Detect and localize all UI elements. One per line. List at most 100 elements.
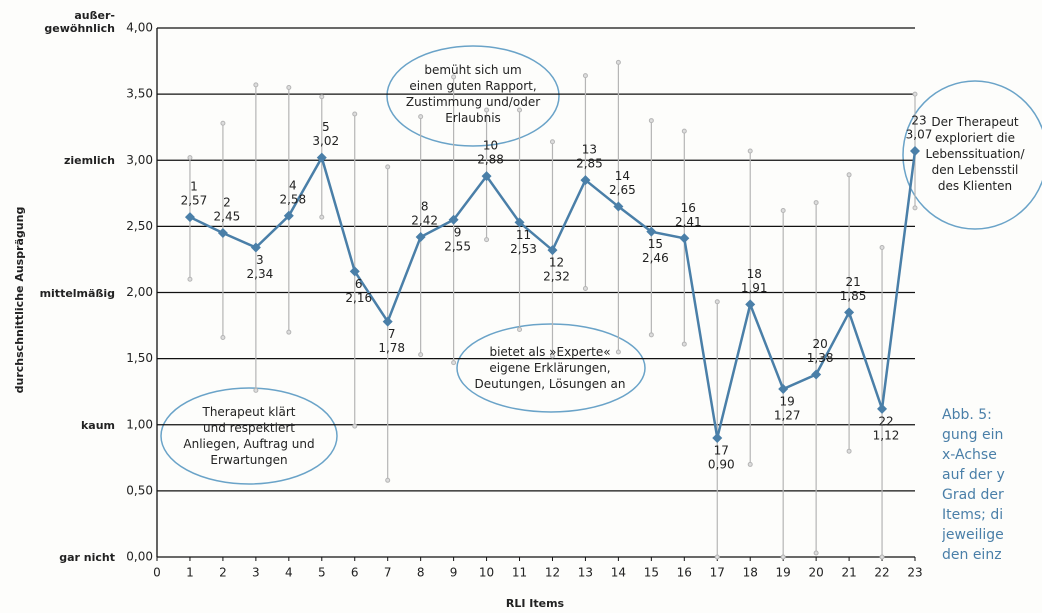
- value-label: 2,65: [609, 183, 636, 197]
- range-high: [879, 245, 885, 251]
- range-high: [385, 164, 391, 170]
- value-label: 2,55: [444, 239, 471, 253]
- data-point: [910, 145, 920, 156]
- range-high: [681, 128, 687, 134]
- point-number: 17: [714, 443, 729, 457]
- annotation-bubble: [160, 387, 338, 485]
- x-tick-label: 1: [186, 566, 194, 580]
- range-high: [780, 208, 786, 214]
- y-tick-label: 0,50: [126, 483, 153, 497]
- range-low: [648, 332, 654, 338]
- y-tick-label: 2,50: [126, 219, 153, 233]
- x-tick-label: 8: [417, 566, 425, 580]
- x-tick-label: 20: [808, 566, 823, 580]
- range-low: [517, 327, 523, 333]
- value-label: 1,78: [378, 341, 405, 355]
- x-tick-label: 14: [611, 566, 626, 580]
- value-label: 2,53: [510, 242, 537, 256]
- value-label: 2,16: [345, 291, 372, 305]
- range-low: [319, 214, 325, 220]
- range-low: [187, 276, 193, 282]
- point-number: 9: [454, 225, 462, 239]
- x-tick-label: 2: [219, 566, 227, 580]
- data-point: [679, 233, 690, 244]
- data-point: [646, 226, 657, 237]
- point-number: 14: [615, 169, 630, 183]
- range-high: [319, 94, 325, 100]
- data-point: [316, 152, 327, 163]
- data-point: [481, 171, 492, 182]
- x-axis-label: RLI Items: [506, 597, 565, 610]
- data-point: [811, 369, 822, 380]
- range-high: [648, 118, 654, 124]
- point-number: 7: [388, 327, 396, 341]
- point-number: 13: [582, 143, 597, 157]
- point-number: 2: [223, 195, 231, 209]
- x-tick-label: 10: [479, 566, 494, 580]
- range-low: [385, 477, 391, 483]
- range-low: [879, 554, 885, 560]
- y-tick-label: 1,50: [126, 351, 153, 365]
- annotation-bubble: [386, 45, 560, 147]
- annotation-bubble: [902, 80, 1042, 230]
- range-high: [747, 148, 753, 154]
- value-label: 3,07: [906, 127, 933, 141]
- value-label: 1,27: [774, 409, 801, 423]
- data-point: [514, 217, 525, 228]
- y-tick-label: 3,00: [126, 153, 153, 167]
- range-high: [187, 155, 193, 161]
- point-number: 18: [747, 267, 762, 281]
- x-tick-label: 9: [450, 566, 458, 580]
- range-high: [418, 114, 424, 120]
- range-high: [813, 200, 819, 206]
- data-point: [184, 212, 195, 223]
- x-tick-label: 13: [578, 566, 593, 580]
- range-high: [352, 111, 358, 117]
- value-label: 3,02: [312, 134, 339, 148]
- y-axis-label: durchschnittliche Ausprägung: [13, 207, 26, 394]
- x-tick-label: 12: [545, 566, 560, 580]
- value-label: 2,42: [411, 213, 438, 227]
- range-high: [912, 91, 918, 97]
- caption: Abb. 5: gung ein x-Achse auf der y Grad …: [942, 407, 1005, 563]
- value-label: 1,12: [873, 428, 900, 442]
- annotation-bubble: [456, 323, 646, 413]
- range-high: [714, 299, 720, 305]
- point-number: 5: [322, 120, 330, 134]
- x-tick-label: 18: [743, 566, 758, 580]
- data-point: [217, 227, 228, 238]
- x-tick-label: 0: [153, 566, 161, 580]
- range-high: [549, 139, 555, 145]
- range-low: [220, 334, 226, 340]
- range-high: [451, 74, 457, 80]
- value-label: 2,32: [543, 270, 570, 284]
- point-number: 8: [421, 199, 429, 213]
- range-high: [484, 107, 490, 113]
- value-label: 1,85: [840, 289, 867, 303]
- range-high: [846, 172, 852, 178]
- data-point: [415, 231, 426, 242]
- value-label: 2,45: [214, 209, 241, 223]
- range-low: [451, 360, 457, 366]
- annotation: bemüht sich um einen guten Rapport, Zust…: [405, 63, 541, 125]
- value-label: 2,41: [675, 215, 702, 229]
- data-point: [613, 201, 624, 212]
- range-low: [912, 205, 918, 211]
- data-point: [448, 214, 459, 225]
- point-number: 15: [648, 237, 663, 251]
- point-number: 12: [549, 256, 564, 270]
- point-number: 4: [289, 178, 297, 192]
- range-high: [253, 82, 259, 88]
- x-tick-label: 4: [285, 566, 293, 580]
- range-high: [286, 85, 292, 91]
- range-low: [714, 554, 720, 560]
- x-tick-label: 16: [677, 566, 692, 580]
- data-point: [712, 432, 723, 443]
- range-high: [582, 73, 588, 79]
- data-point: [250, 242, 261, 253]
- value-label: 2,85: [576, 157, 603, 171]
- value-label: 2,88: [477, 153, 504, 167]
- value-label: 2,46: [642, 251, 669, 265]
- x-tick-label: 22: [874, 566, 889, 580]
- range-low: [846, 448, 852, 454]
